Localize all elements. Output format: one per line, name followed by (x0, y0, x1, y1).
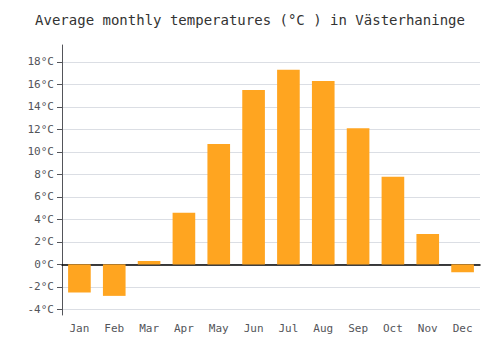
svg-text:Jun: Jun (244, 322, 264, 335)
svg-text:6°C: 6°C (34, 190, 54, 203)
svg-text:-4°C: -4°C (28, 303, 55, 316)
svg-text:4°C: 4°C (34, 213, 54, 226)
svg-text:2°C: 2°C (34, 235, 54, 248)
svg-text:Jan: Jan (69, 322, 89, 335)
svg-text:Dec: Dec (453, 322, 473, 335)
svg-text:Feb: Feb (104, 322, 124, 335)
svg-text:Sep: Sep (348, 322, 368, 335)
svg-text:-2°C: -2°C (28, 280, 55, 293)
svg-text:0°C: 0°C (34, 258, 54, 271)
svg-text:12°C: 12°C (28, 123, 55, 136)
svg-text:18°C: 18°C (28, 55, 55, 68)
svg-text:Jul: Jul (278, 322, 298, 335)
svg-text:Nov: Nov (418, 322, 438, 335)
svg-text:Oct: Oct (383, 322, 403, 335)
svg-text:Average monthly temperatures (: Average monthly temperatures (°C ) in Vä… (35, 12, 465, 28)
svg-text:May: May (209, 322, 229, 335)
svg-text:8°C: 8°C (34, 168, 54, 181)
svg-text:Apr: Apr (174, 322, 194, 335)
svg-text:Mar: Mar (139, 322, 159, 335)
svg-text:Aug: Aug (313, 322, 333, 335)
svg-text:14°C: 14°C (28, 100, 55, 113)
svg-text:16°C: 16°C (28, 78, 55, 91)
svg-text:10°C: 10°C (28, 145, 55, 158)
